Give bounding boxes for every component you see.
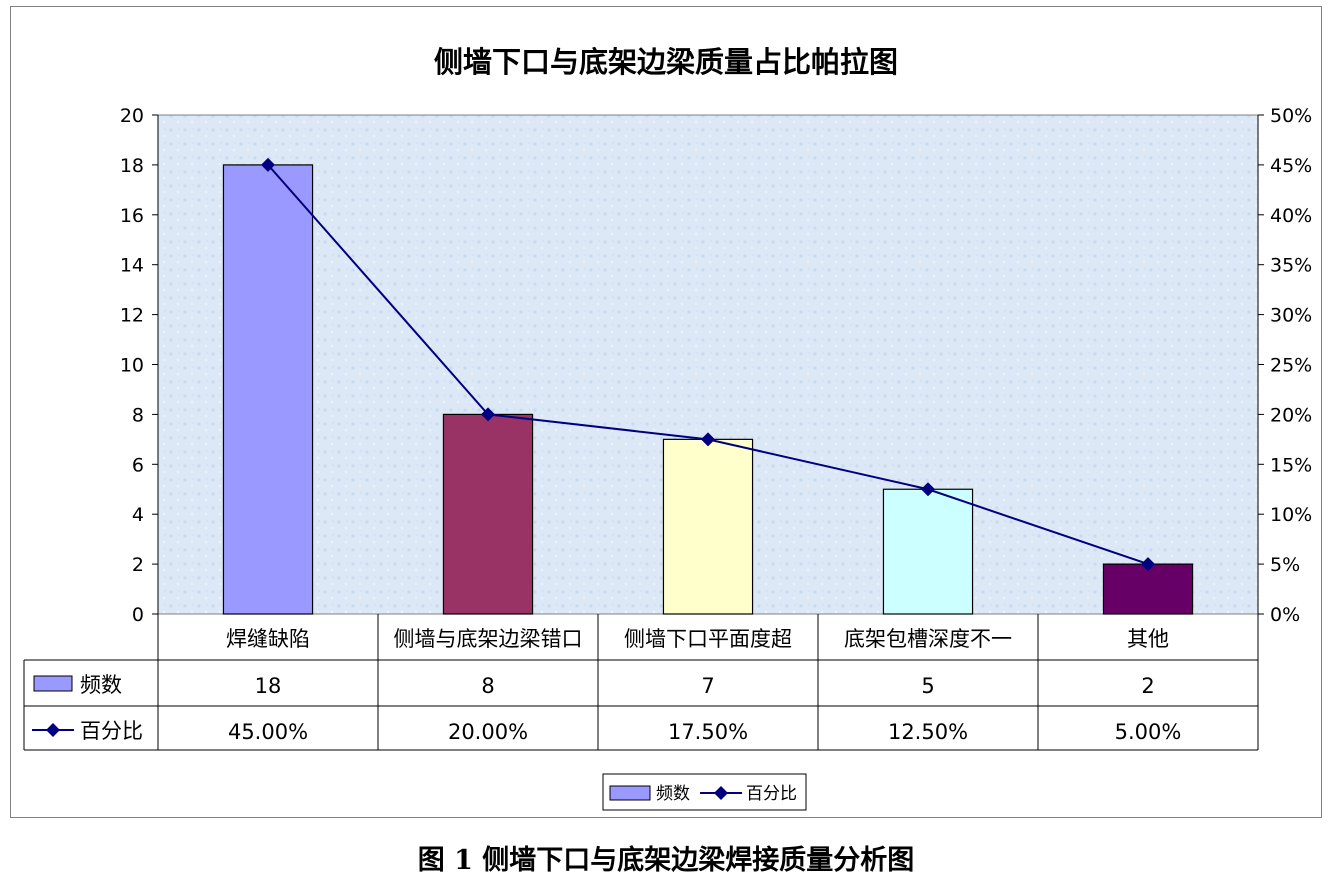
- left-tick-label: 14: [120, 255, 144, 277]
- row-key-bar: [33, 675, 73, 692]
- category-label: 侧墙与底架边梁错口: [394, 627, 583, 651]
- right-tick-label: 40%: [1270, 205, 1312, 227]
- right-tick-label: 0%: [1270, 604, 1300, 626]
- right-tick-label: 5%: [1270, 554, 1300, 576]
- percent-value-label: 5.00%: [1115, 720, 1182, 744]
- bar-value-label: 8: [481, 674, 494, 698]
- left-tick-label: 10: [120, 355, 144, 377]
- data-table: 焊缝缺陷 18 45.00% 侧墙与底架边梁错口 8 20.00% 侧墙下口平面度超 7 17.…: [23, 614, 1259, 751]
- left-tick-label: 20: [120, 105, 144, 127]
- left-tick-label: 2: [132, 554, 144, 576]
- right-tick-label: 50%: [1270, 105, 1312, 127]
- row-key-marker: [46, 723, 60, 737]
- category-label: 底架包槽深度不一: [844, 627, 1012, 651]
- percent-value-label: 20.00%: [448, 720, 528, 744]
- legend-label-percent: 百分比: [746, 784, 797, 804]
- line-series: [261, 157, 1155, 572]
- chart-title: 侧墙下口与底架边梁质量占比帕拉图: [434, 45, 898, 79]
- percent-point: [481, 407, 495, 422]
- category-label: 焊缝缺陷: [226, 627, 310, 651]
- percent-point: [921, 482, 935, 497]
- left-tick-label: 8: [132, 404, 144, 426]
- right-tick-label: 30%: [1270, 305, 1312, 327]
- percent-value-label: 12.50%: [888, 720, 968, 744]
- row-header-percent: 百分比: [80, 719, 143, 743]
- right-tick-label: 45%: [1270, 155, 1312, 177]
- left-tick-label: 16: [120, 205, 144, 227]
- left-tick-label: 6: [132, 454, 144, 476]
- bar-value-label: 7: [701, 674, 714, 698]
- figure-caption: 图 1 侧墙下口与底架边梁焊接质量分析图: [417, 845, 915, 876]
- right-tick-label: 15%: [1270, 454, 1312, 476]
- legend: 频数 百分比: [602, 773, 807, 811]
- category-label: 侧墙下口平面度超: [624, 627, 792, 651]
- left-tick-label: 0: [132, 604, 144, 626]
- bar-value-label: 5: [921, 674, 934, 698]
- bar: [1102, 563, 1194, 615]
- bar: [882, 488, 974, 615]
- left-tick-label: 4: [132, 504, 144, 526]
- bar-value-label: 2: [1141, 674, 1154, 698]
- percent-point: [701, 432, 715, 447]
- percent-value-label: 17.50%: [668, 720, 748, 744]
- right-tick-label: 35%: [1270, 255, 1312, 277]
- percent-point: [261, 157, 275, 172]
- left-tick-label: 18: [120, 155, 144, 177]
- percent-value-label: 45.00%: [228, 720, 308, 744]
- row-header-frequency: 频数: [80, 673, 122, 697]
- legend-key-bar: [609, 785, 651, 801]
- bar: [662, 438, 754, 615]
- legend-label-frequency: 频数: [656, 784, 690, 804]
- left-tick-label: 12: [120, 305, 144, 327]
- percent-point: [1141, 557, 1155, 572]
- pareto-chart: 侧墙下口与底架边梁质量占比帕拉图 0 2 4 6 8 10 12 14 16 18 20 0% 5% 1…: [23, 45, 1312, 811]
- bar-series: [222, 164, 1194, 615]
- left-axis: 0 2 4 6 8 10 12 14 16 18 20: [120, 105, 159, 626]
- right-tick-label: 25%: [1270, 355, 1312, 377]
- right-axis: 0% 5% 10% 15% 20% 25% 30% 35% 40% 45% 50%: [1257, 105, 1312, 626]
- bar: [222, 164, 314, 615]
- category-label: 其他: [1127, 627, 1169, 651]
- bar: [442, 413, 534, 615]
- bar-value-label: 18: [255, 674, 282, 698]
- right-tick-label: 10%: [1270, 504, 1312, 526]
- legend-key-marker: [714, 786, 728, 800]
- right-tick-label: 20%: [1270, 404, 1312, 426]
